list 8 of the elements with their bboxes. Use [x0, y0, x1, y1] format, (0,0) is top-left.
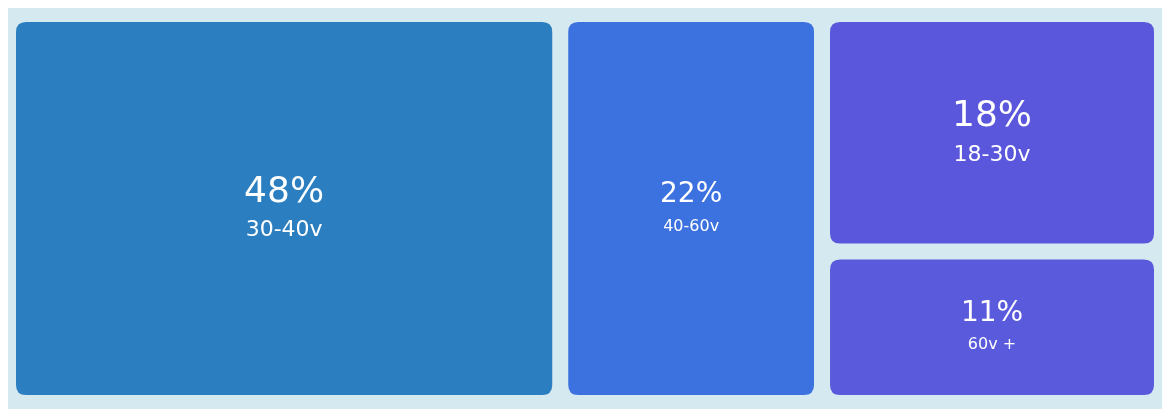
data-label: 48% [244, 168, 325, 210]
data-label: 11% [960, 294, 1024, 328]
category-label: 60v + [967, 334, 1017, 354]
data-label: 18% [952, 93, 1033, 135]
category-label: 30-40v [245, 216, 323, 242]
category-label: 18-30v [953, 140, 1031, 166]
data-label: 22% [660, 175, 723, 209]
category-label: 40-60v [663, 215, 720, 235]
